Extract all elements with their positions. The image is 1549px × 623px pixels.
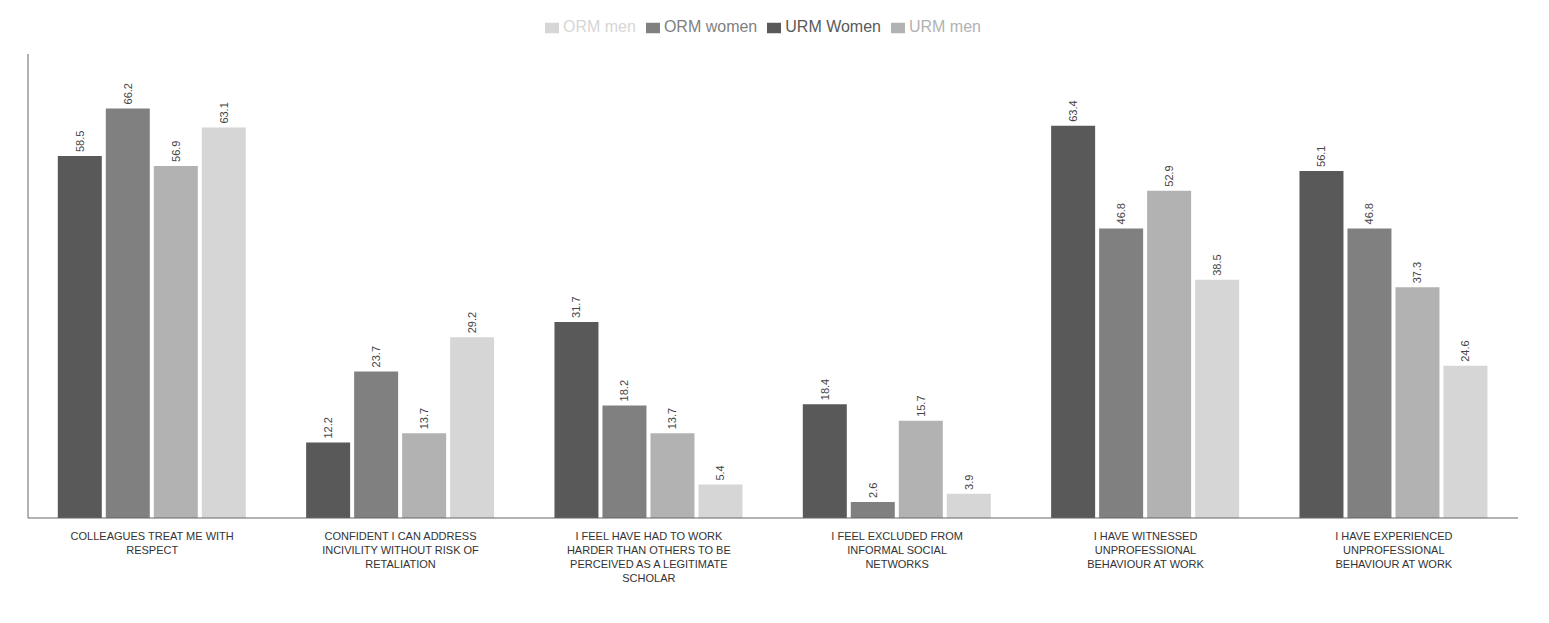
- svg-text:31.7: 31.7: [570, 296, 582, 317]
- svg-text:2.6: 2.6: [867, 483, 879, 498]
- svg-text:18.2: 18.2: [618, 380, 630, 401]
- svg-text:46.8: 46.8: [1363, 203, 1375, 224]
- svg-text:I HAVE EXPERIENCEDUNPROFESSION: I HAVE EXPERIENCEDUNPROFESSIONALBEHAVIOU…: [1335, 530, 1453, 570]
- svg-text:24.6: 24.6: [1459, 340, 1471, 361]
- html-text:ORM men: ORM men: [563, 18, 636, 35]
- svg-text:CONFIDENT I CAN ADDRESSINCIVIL: CONFIDENT I CAN ADDRESSINCIVILITY WITHOU…: [322, 530, 479, 570]
- svg-text:18.4: 18.4: [819, 379, 831, 400]
- svg-text:23.7: 23.7: [370, 346, 382, 367]
- html-text:URM men: URM men: [909, 18, 981, 35]
- html-text:URM Women: URM Women: [785, 18, 881, 35]
- svg-text:15.7: 15.7: [915, 395, 927, 416]
- svg-text:38.5: 38.5: [1211, 254, 1223, 275]
- svg-text:66.2: 66.2: [122, 83, 134, 104]
- svg-text:56.9: 56.9: [170, 141, 182, 162]
- svg-text:13.7: 13.7: [666, 408, 678, 429]
- svg-text:52.9: 52.9: [1163, 165, 1175, 186]
- svg-text:5.4: 5.4: [714, 465, 726, 480]
- svg-text:I FEEL HAVE HAD TO WORKHARDER: I FEEL HAVE HAD TO WORKHARDER THAN OTHER…: [567, 530, 731, 584]
- svg-text:58.5: 58.5: [74, 131, 86, 152]
- svg-text:37.3: 37.3: [1411, 262, 1423, 283]
- svg-text:56.1: 56.1: [1315, 146, 1327, 167]
- svg-text:12.2: 12.2: [322, 417, 334, 438]
- svg-text:I HAVE WITNESSEDUNPROFESSIONAL: I HAVE WITNESSEDUNPROFESSIONALBEHAVIOUR …: [1087, 530, 1204, 570]
- svg-text:29.2: 29.2: [466, 312, 478, 333]
- svg-text:63.1: 63.1: [218, 102, 230, 123]
- html-text:ORM women: ORM women: [663, 18, 758, 35]
- svg-text:13.7: 13.7: [418, 408, 430, 429]
- svg-text:I FEEL EXCLUDED FROMINFORMAL S: I FEEL EXCLUDED FROMINFORMAL SOCIALNETWO…: [831, 530, 963, 570]
- svg-text:COLLEAGUES TREAT ME WITHRESPEC: COLLEAGUES TREAT ME WITHRESPECT: [71, 530, 234, 556]
- svg-text:46.8: 46.8: [1115, 203, 1127, 224]
- svg-text:3.9: 3.9: [963, 475, 975, 490]
- svg-text:63.4: 63.4: [1067, 100, 1079, 121]
